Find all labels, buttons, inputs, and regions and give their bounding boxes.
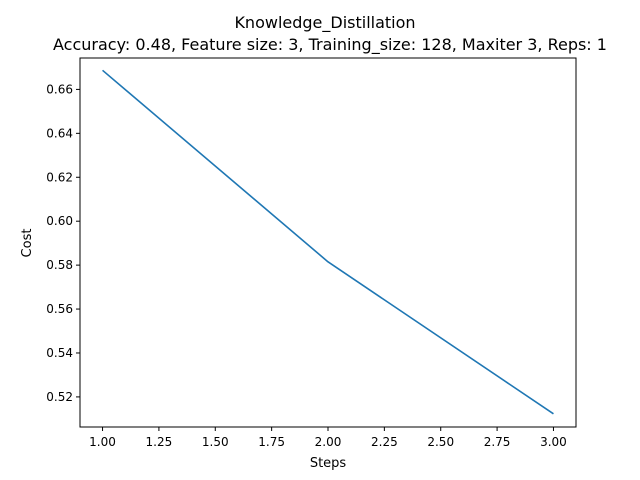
y-tick-label: 0.62: [46, 170, 73, 184]
y-axis-ticks: 0.52 0.54 0.56 0.58 0.60 0.62 0.64 0.66: [46, 82, 80, 404]
x-tick-label: 2.00: [315, 435, 342, 449]
y-axis-label: Cost: [20, 229, 35, 258]
x-tick-label: 2.75: [484, 435, 511, 449]
y-tick-label: 0.66: [46, 82, 73, 96]
x-tick-label: 3.00: [540, 435, 567, 449]
x-tick-label: 1.75: [258, 435, 285, 449]
series-line-0: [102, 69, 554, 415]
x-axis-label: Steps: [310, 456, 347, 471]
x-tick-label: 1.25: [146, 435, 173, 449]
y-tick-label: 0.58: [46, 258, 73, 272]
x-tick-label: 1.00: [89, 435, 116, 449]
y-tick-label: 0.52: [46, 390, 73, 404]
x-tick-label: 2.25: [371, 435, 398, 449]
x-axis-ticks: 1.00 1.25 1.50 1.75 2.00 2.25 2.50 2.75 3.00: [89, 427, 567, 449]
x-tick-label: 2.50: [427, 435, 454, 449]
y-tick-label: 0.54: [46, 346, 73, 360]
y-tick-label: 0.64: [46, 126, 73, 140]
y-tick-label: 0.60: [46, 214, 73, 228]
chart-title: Knowledge_Distillation: [234, 13, 415, 33]
series-layer: [102, 69, 554, 415]
y-tick-label: 0.56: [46, 302, 73, 316]
x-tick-label: 1.50: [202, 435, 229, 449]
plot-area: 1.00 1.25 1.50 1.75 2.00 2.25 2.50 2.75 3.00 0.5…: [46, 57, 577, 449]
chart-subtitle: Accuracy: 0.48, Feature size: 3, Trainin…: [53, 35, 607, 55]
